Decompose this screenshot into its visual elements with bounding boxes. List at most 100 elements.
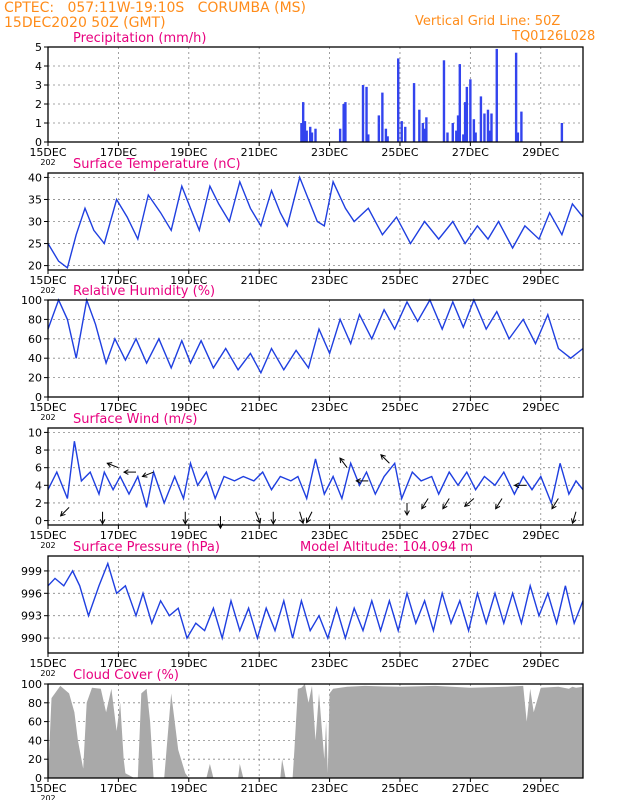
x-year-stub: 202 — [40, 286, 55, 295]
wind-arrow-head — [551, 503, 557, 510]
x-tick-label: 17DEC — [100, 401, 137, 414]
y-tick-label: 999 — [21, 565, 42, 578]
precip-bar — [474, 132, 477, 142]
precip-bar — [446, 132, 449, 142]
precip-bar — [483, 113, 486, 142]
y-tick-label: 993 — [21, 610, 42, 623]
y-tick-label: 60 — [28, 716, 42, 729]
x-tick-label: 19DEC — [170, 529, 207, 542]
x-tick-label: 29DEC — [522, 274, 559, 287]
panel-title-pressure: Surface Pressure (hPa) — [73, 540, 220, 555]
wind-arrow — [306, 511, 313, 523]
wind-arrow-head — [404, 510, 410, 516]
y-tick-label: 0 — [35, 515, 42, 528]
x-tick-label: 29DEC — [522, 657, 559, 670]
panel-frame-pressure — [47, 555, 584, 654]
y-tick-label: 2 — [35, 98, 42, 111]
wind-arrow-head — [339, 457, 345, 464]
y-tick-label: 20 — [28, 753, 42, 766]
x-tick-label: 25DEC — [381, 782, 418, 795]
wind-arrow-head — [463, 501, 470, 508]
precip-bar — [367, 134, 370, 142]
x-tick-label: 21DEC — [241, 274, 278, 287]
x-tick-label: 29DEC — [522, 401, 559, 414]
precip-bar — [479, 96, 483, 142]
precip-bar — [418, 109, 421, 142]
x-tick-label: 21DEC — [241, 529, 278, 542]
precip-bar — [490, 113, 493, 142]
x-tick-label: 29DEC — [522, 782, 559, 795]
wind-arrow-head — [299, 518, 305, 525]
y-tick-label: 8 — [35, 444, 42, 457]
x-tick-label: 23DEC — [311, 657, 348, 670]
x-year-stub: 202 — [40, 794, 55, 800]
x-tick-label: 15DEC — [29, 146, 66, 159]
precip-bar — [516, 132, 520, 142]
precip-bar — [495, 48, 498, 142]
precip-bar — [458, 64, 462, 142]
precip-bar — [301, 102, 305, 142]
panel-cloud-cover: Cloud Cover (%) 0 20 40 60 80 100 15DEC 17DEC 19D… — [21, 668, 584, 800]
x-tick-label: 17DEC — [100, 274, 137, 287]
x-tick-label: 19DEC — [170, 782, 207, 795]
panel-frame-precipitation — [47, 46, 584, 143]
y-tick-label: 40 — [28, 734, 42, 747]
precip-bar — [314, 128, 317, 142]
x-tick-label: 17DEC — [100, 782, 137, 795]
wind-arrow-head — [106, 462, 113, 468]
x-tick-label: 21DEC — [241, 657, 278, 670]
x-year-stub: 202 — [40, 413, 55, 422]
x-tick-label: 25DEC — [381, 274, 418, 287]
wind-arrow — [442, 498, 450, 509]
precip-bar — [455, 130, 458, 142]
panel-title-precipitation: Precipitation (mm/h) — [73, 31, 206, 46]
panel-title-humidity: Relative Humidity (%) — [73, 284, 215, 299]
panel-title-wind: Surface Wind (m/s) — [73, 412, 197, 427]
x-year-stub: 202 — [40, 541, 55, 550]
y-tick-label: 20 — [28, 372, 42, 385]
x-tick-label: 21DEC — [241, 782, 278, 795]
series-line-temperature — [47, 175, 584, 269]
y-tick-label: 1 — [35, 117, 42, 130]
y-tick-label: 20 — [28, 260, 42, 273]
precip-bar — [442, 60, 446, 142]
wind-arrow-head — [355, 478, 361, 484]
x-tick-label: 23DEC — [311, 401, 348, 414]
header-grid-note: Vertical Grid Line: 50Z — [415, 14, 561, 29]
precip-bar — [463, 102, 467, 142]
y-tick-label: 0 — [35, 391, 42, 404]
panel-frame-cloud-cover — [47, 683, 584, 779]
precip-bar — [381, 92, 384, 142]
wind-arrow-head — [182, 519, 189, 525]
precip-bar — [469, 79, 472, 142]
wind-arrow-head — [570, 518, 577, 525]
precip-bar — [423, 128, 426, 142]
wind-arrow — [255, 511, 261, 524]
y-tick-label: 4 — [35, 60, 42, 73]
precip-bar — [386, 136, 389, 142]
x-tick-label: 15DEC — [29, 401, 66, 414]
header-code: TQ0126L028 — [512, 29, 596, 44]
y-tick-label: 990 — [21, 632, 42, 645]
panel-frame-wind — [47, 427, 584, 526]
series-line-humidity — [47, 297, 584, 375]
precip-bar — [361, 85, 365, 142]
precip-bar — [465, 86, 469, 142]
wind-arrow — [299, 511, 304, 524]
wind-arrow-head — [513, 482, 520, 489]
y-tick-label: 3 — [35, 79, 42, 92]
x-tick-label: 25DEC — [381, 146, 418, 159]
header-run-date: 15DEC2020 50Z (GMT) — [4, 15, 166, 31]
x-year-stub: 202 — [40, 158, 55, 167]
wind-arrow-head — [99, 519, 106, 525]
wind-arrow-head — [442, 503, 448, 510]
y-tick-label: 40 — [28, 352, 42, 365]
wind-arrow — [421, 498, 429, 509]
y-tick-label: 25 — [28, 238, 42, 251]
x-tick-label: 27DEC — [452, 146, 489, 159]
precip-bar — [344, 102, 347, 142]
x-tick-label: 25DEC — [381, 529, 418, 542]
panel-precipitation: Precipitation (mm/h) 0 1 2 3 4 5 15DEC 17DEC 19DE… — [29, 31, 584, 167]
panel-frame-humidity — [47, 299, 584, 398]
